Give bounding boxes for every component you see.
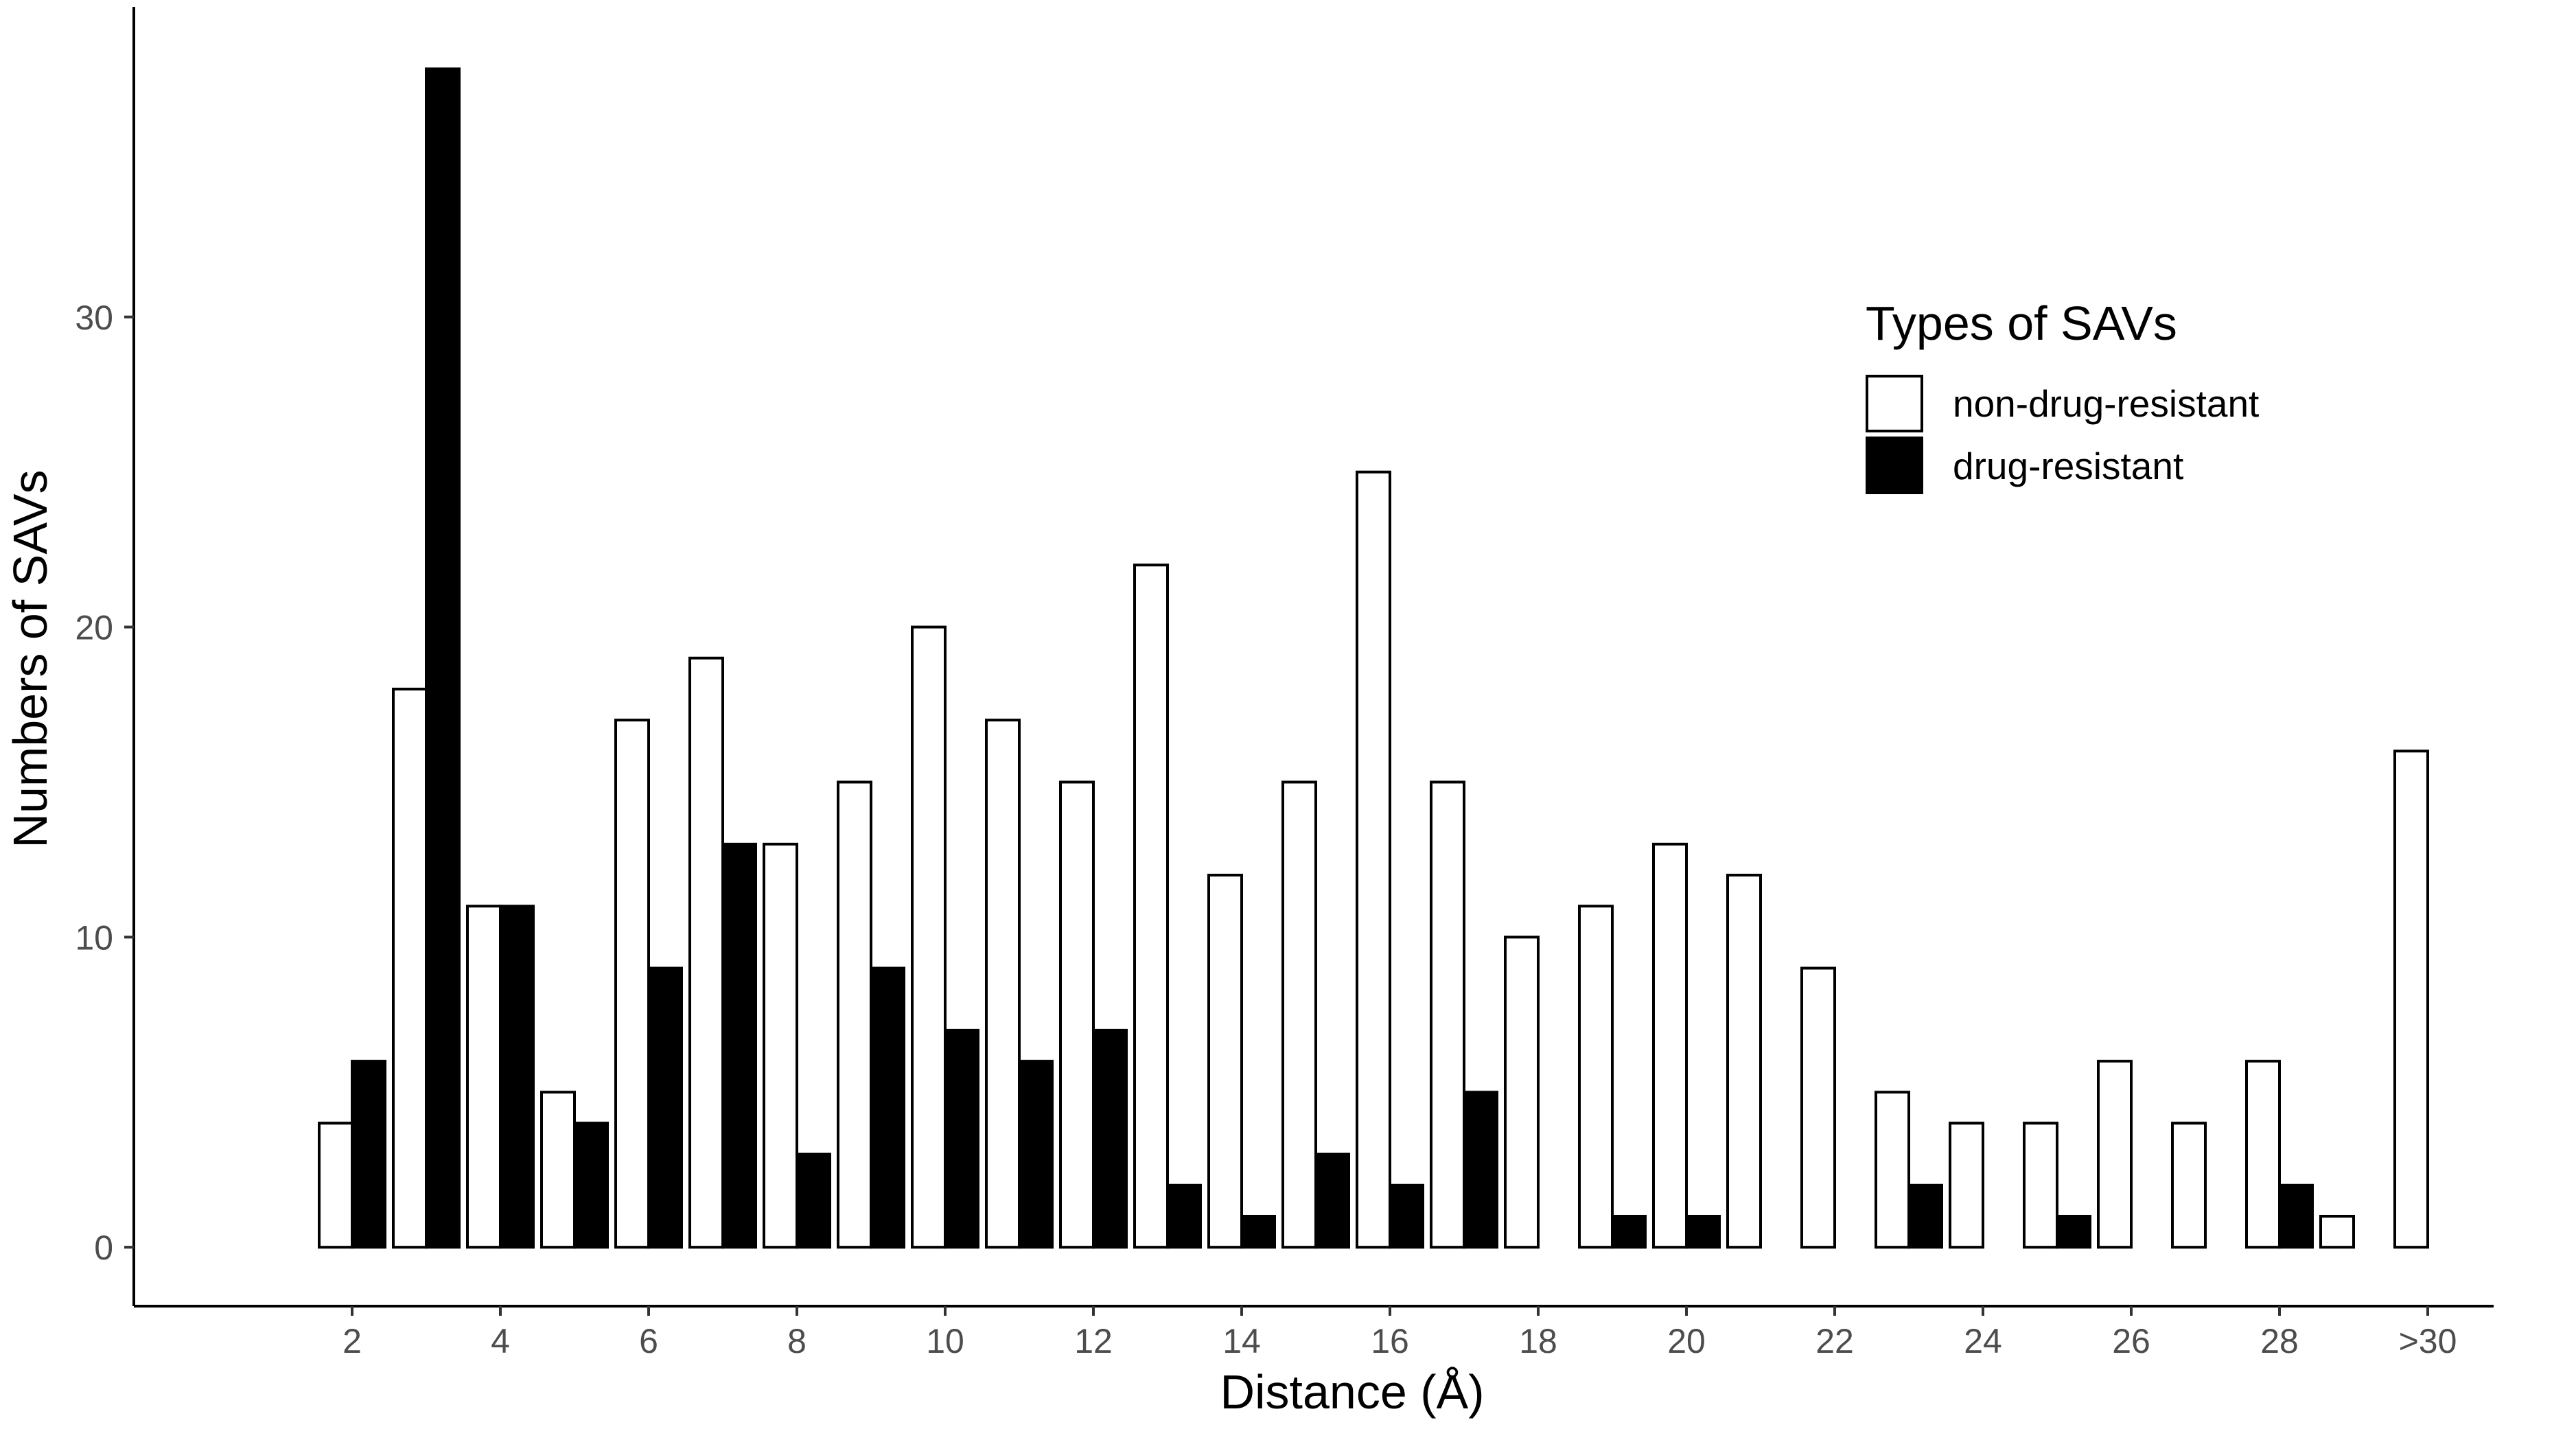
x-tick-label: 8 bbox=[787, 1322, 807, 1360]
bar-non-drug-resistant-25 bbox=[2023, 1122, 2058, 1249]
bar-non-drug-resistant-9 bbox=[837, 780, 872, 1249]
x-tick-label: 12 bbox=[1074, 1322, 1113, 1360]
bar-non-drug-resistant-18 bbox=[1504, 936, 1540, 1249]
bar-drug-resistant-23 bbox=[1907, 1183, 1943, 1249]
bar-non-drug-resistant-22 bbox=[1800, 966, 1836, 1249]
y-tick-label: 30 bbox=[75, 299, 113, 337]
legend-label-drug-resistant: drug-resistant bbox=[1953, 445, 2183, 487]
legend-title: Types of SAVs bbox=[1866, 297, 2177, 350]
bar-drug-resistant-2 bbox=[351, 1060, 386, 1249]
y-tick-label: 10 bbox=[75, 918, 113, 957]
x-tick-label: 18 bbox=[1519, 1322, 1557, 1360]
bars-layer bbox=[318, 67, 2429, 1249]
bar-drug-resistant-19 bbox=[1611, 1214, 1647, 1249]
x-tick-label: 16 bbox=[1371, 1322, 1409, 1360]
x-tick-label: 26 bbox=[2112, 1322, 2150, 1360]
x-tick-label: >30 bbox=[2399, 1322, 2457, 1360]
y-ticks: 0 10 20 30 bbox=[75, 299, 134, 1267]
x-tick-label: 4 bbox=[491, 1322, 510, 1360]
bar-non-drug-resistant-15 bbox=[1281, 780, 1317, 1249]
bar-drug-resistant-17 bbox=[1463, 1091, 1498, 1249]
bar-drug-resistant-5 bbox=[573, 1122, 609, 1249]
x-tick-label: 28 bbox=[2260, 1322, 2299, 1360]
legend: Types of SAVs non-drug-resistant drug-re… bbox=[1866, 297, 2259, 494]
bar-non-drug-resistant-29 bbox=[2319, 1214, 2355, 1249]
bar-non-drug-resistant-8 bbox=[763, 842, 798, 1249]
bar-non-drug-resistant-13 bbox=[1133, 564, 1169, 1249]
bar-non-drug-resistant-7 bbox=[688, 656, 724, 1249]
x-tick-label: 14 bbox=[1222, 1322, 1261, 1360]
x-tick-label: 6 bbox=[639, 1322, 658, 1360]
bar-non-drug-resistant-20 bbox=[1652, 842, 1688, 1249]
axes-layer bbox=[132, 7, 2494, 1308]
legend-label-non-drug-resistant: non-drug-resistant bbox=[1953, 382, 2259, 425]
bar-non-drug-resistant-11 bbox=[985, 719, 1021, 1249]
x-tick-label: 24 bbox=[1964, 1322, 2002, 1360]
bar-non-drug-resistant-2 bbox=[318, 1122, 353, 1249]
bar-non-drug-resistant-24 bbox=[1949, 1122, 1984, 1249]
bar-drug-resistant-16 bbox=[1389, 1183, 1424, 1249]
bar-drug-resistant-13 bbox=[1166, 1183, 1202, 1249]
bar-non-drug-resistant-16 bbox=[1356, 470, 1391, 1249]
bar-non-drug-resistant-6 bbox=[614, 719, 650, 1249]
x-tick-label: 10 bbox=[926, 1322, 964, 1360]
bar-non-drug-resistant-28 bbox=[2245, 1060, 2281, 1249]
x-axis-title: Distance (Å) bbox=[1220, 1365, 1484, 1419]
bar-non-drug-resistant-10 bbox=[911, 625, 947, 1249]
bar-drug-resistant-4 bbox=[499, 905, 535, 1249]
bar-drug-resistant-11 bbox=[1018, 1060, 1054, 1249]
bar-non-drug-resistant-26 bbox=[2097, 1060, 2133, 1249]
bar-non-drug-resistant-3 bbox=[392, 687, 428, 1249]
bar-non-drug-resistant-12 bbox=[1059, 780, 1095, 1249]
bar-non-drug-resistant-17 bbox=[1430, 780, 1465, 1249]
bar-non-drug-resistant->30 bbox=[2393, 750, 2429, 1249]
bar-drug-resistant-3 bbox=[425, 67, 461, 1249]
bar-drug-resistant-14 bbox=[1240, 1214, 1276, 1249]
bar-non-drug-resistant-19 bbox=[1578, 905, 1614, 1249]
bar-drug-resistant-6 bbox=[647, 966, 683, 1249]
bar-drug-resistant-25 bbox=[2056, 1214, 2091, 1249]
bar-non-drug-resistant-27 bbox=[2171, 1122, 2207, 1249]
legend-swatch-non-drug-resistant bbox=[1866, 375, 1923, 432]
bar-drug-resistant-7 bbox=[721, 842, 757, 1249]
y-tick-label: 0 bbox=[94, 1229, 113, 1267]
bar-drug-resistant-28 bbox=[2278, 1183, 2314, 1249]
y-axis-title: Numbers of SAVs bbox=[3, 469, 57, 848]
legend-swatch-drug-resistant bbox=[1866, 437, 1923, 494]
bar-non-drug-resistant-4 bbox=[466, 905, 502, 1249]
x-tick-label: 2 bbox=[343, 1322, 362, 1360]
y-tick-label: 20 bbox=[75, 609, 113, 647]
bar-drug-resistant-9 bbox=[870, 966, 905, 1249]
bar-drug-resistant-12 bbox=[1092, 1028, 1128, 1249]
bar-drug-resistant-10 bbox=[944, 1028, 979, 1249]
x-tick-label: 20 bbox=[1667, 1322, 1706, 1360]
bar-drug-resistant-15 bbox=[1314, 1152, 1350, 1249]
bar-drug-resistant-8 bbox=[796, 1152, 831, 1249]
bar-non-drug-resistant-14 bbox=[1207, 874, 1243, 1249]
bar-non-drug-resistant-5 bbox=[540, 1091, 576, 1249]
bar-drug-resistant-20 bbox=[1685, 1214, 1721, 1249]
x-ticks: 2 4 6 8 10 12 14 16 18 20 22 24 26 28 >30 bbox=[343, 1306, 2457, 1360]
x-tick-label: 22 bbox=[1815, 1322, 1854, 1360]
bar-non-drug-resistant-21 bbox=[1726, 874, 1762, 1249]
bar-non-drug-resistant-23 bbox=[1875, 1091, 1910, 1249]
